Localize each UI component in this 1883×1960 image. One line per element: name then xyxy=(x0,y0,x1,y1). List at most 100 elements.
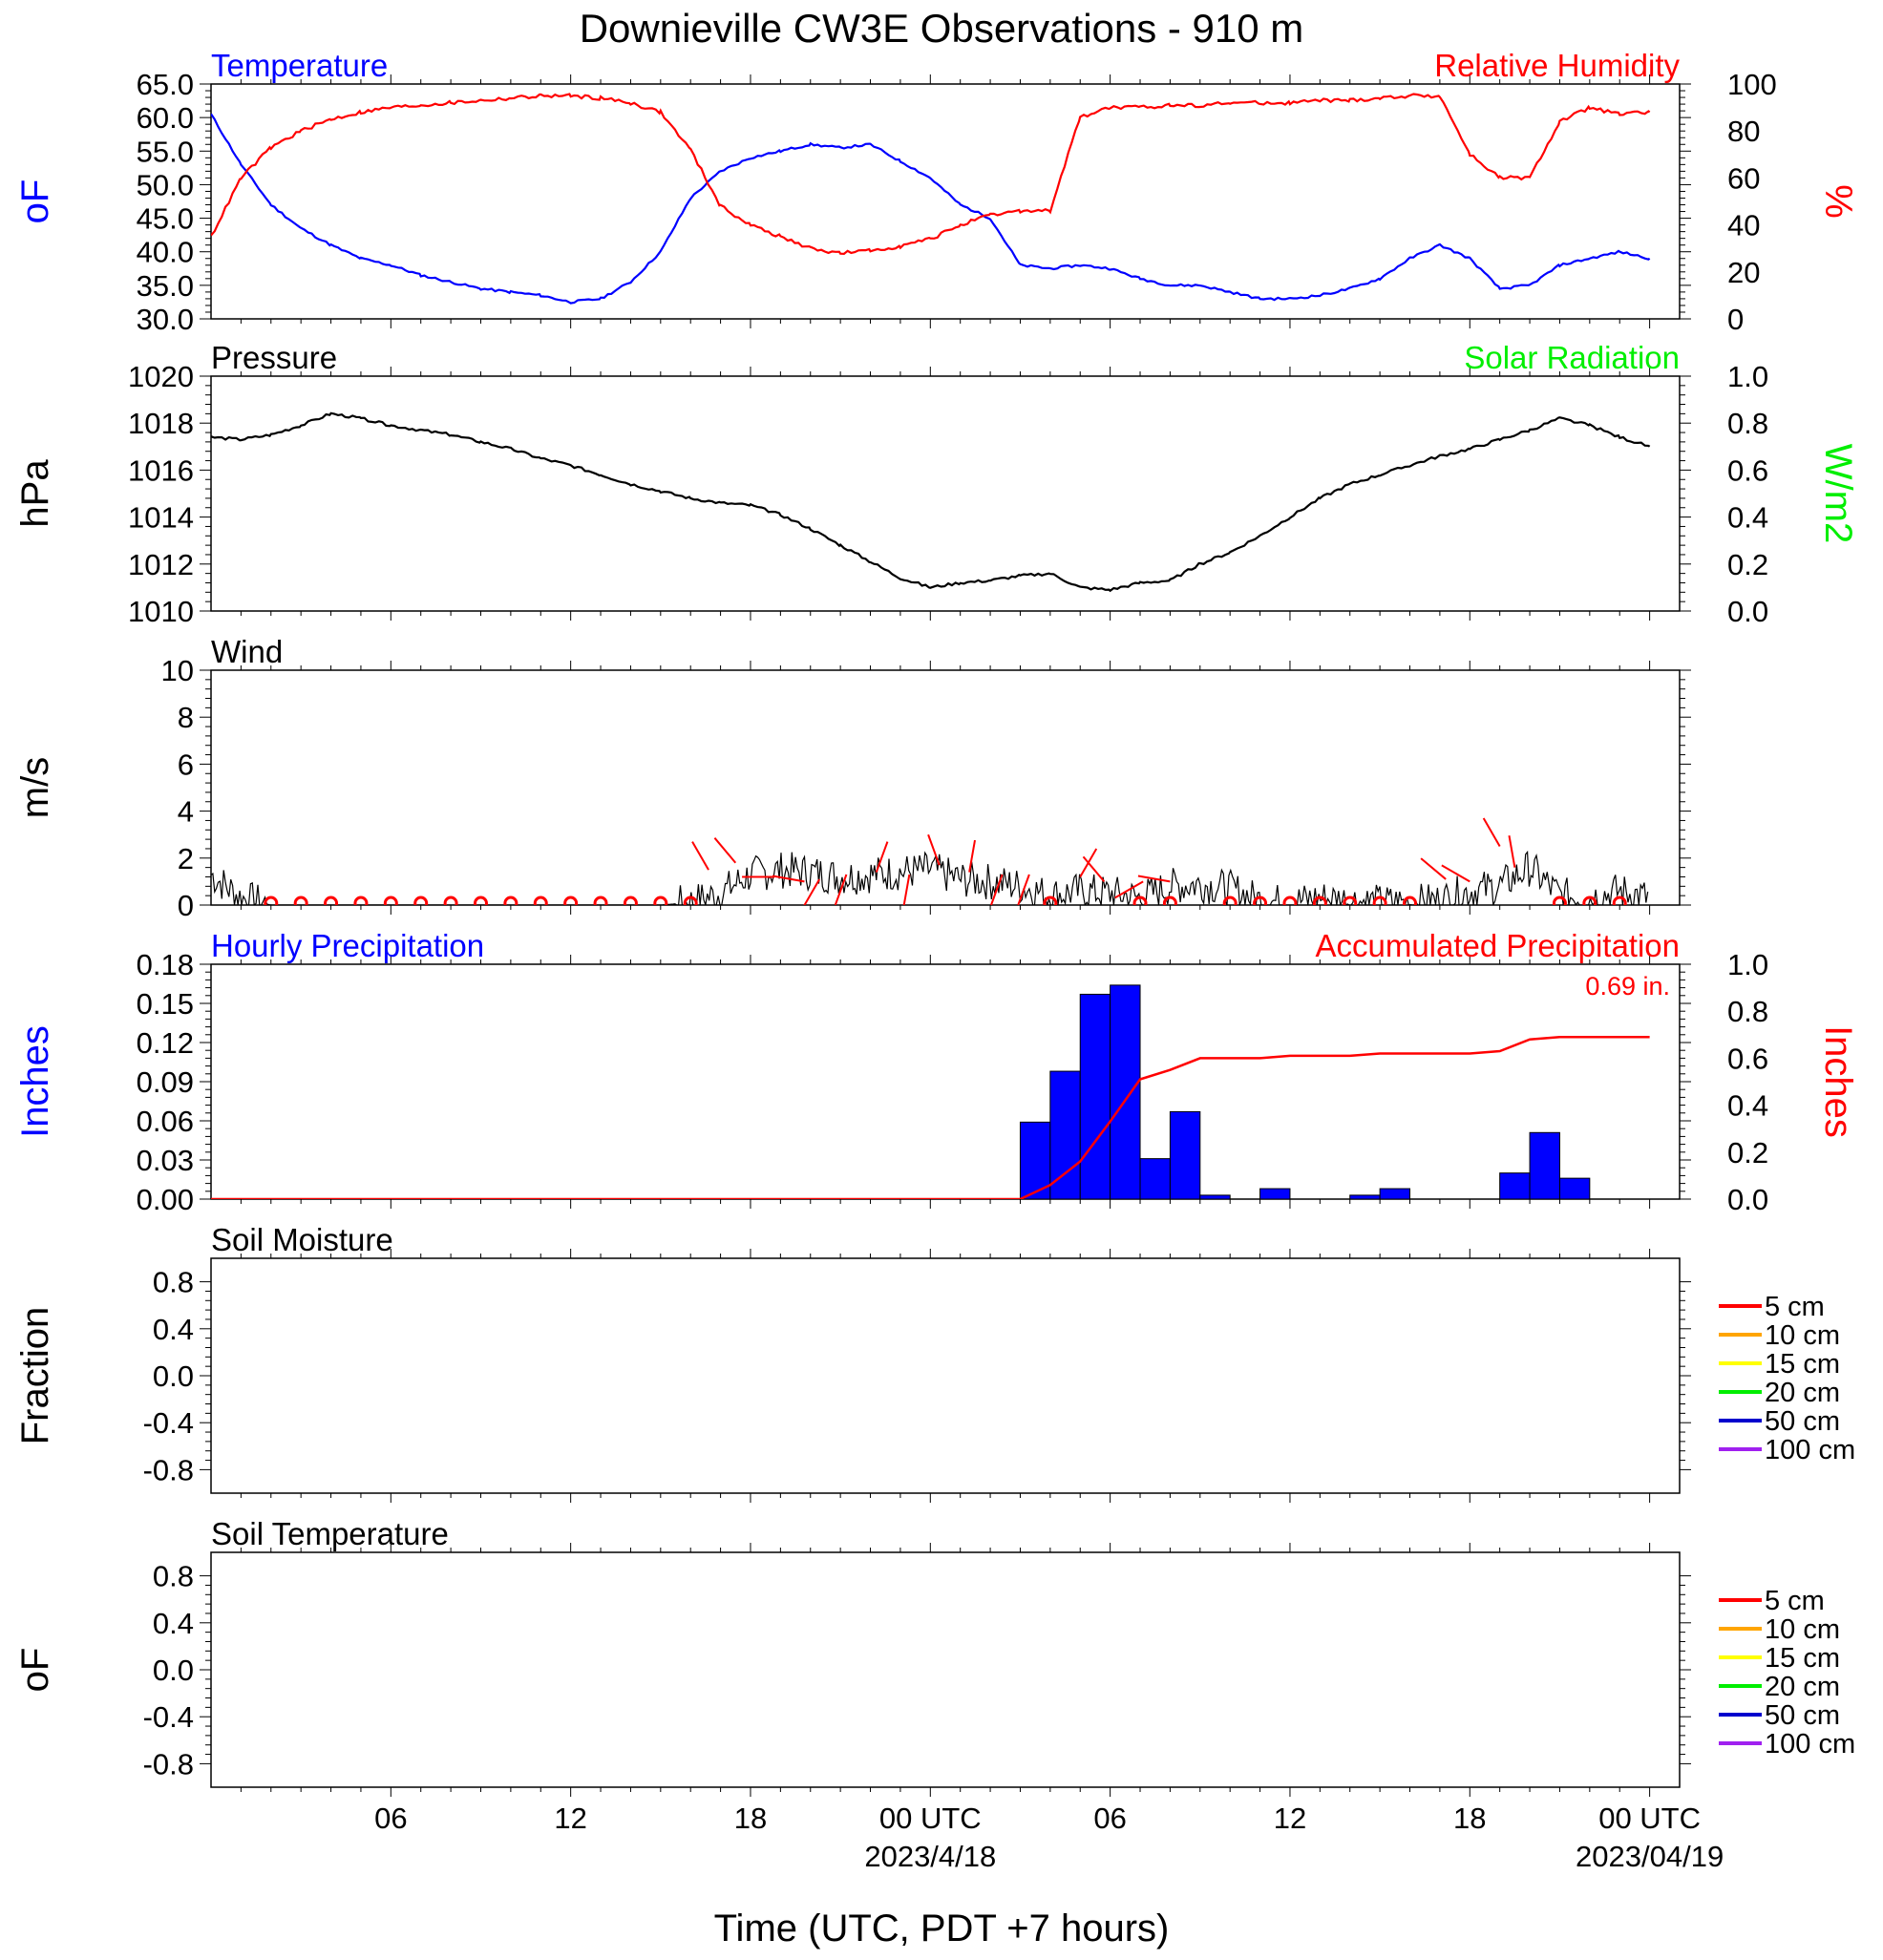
calm-wind-marker xyxy=(1132,896,1148,905)
x-tick-label: 18 xyxy=(734,1802,767,1835)
y-tick-label: 30.0 xyxy=(137,303,194,336)
wind-barb xyxy=(1441,864,1470,883)
calm-wind-marker xyxy=(324,896,339,905)
series-line-wind xyxy=(211,850,1649,905)
precip-bar xyxy=(1259,1188,1291,1199)
right-y-tick-label: 0.2 xyxy=(1727,1136,1768,1170)
legend-label: 15 cm xyxy=(1765,1349,1840,1380)
y-tick-label: -0.4 xyxy=(143,1700,194,1734)
data-layer xyxy=(211,411,1651,593)
calm-wind-marker xyxy=(503,896,518,905)
panel-title-right: Accumulated Precipitation xyxy=(1315,928,1680,963)
calm-wind-marker xyxy=(1253,896,1268,905)
wind-barb xyxy=(927,833,941,866)
y-tick-label: 0.06 xyxy=(137,1105,194,1138)
legend-label: 50 cm xyxy=(1765,1406,1840,1437)
panel-title-right: Solar Radiation xyxy=(1464,340,1680,375)
accumulated-precip-line xyxy=(211,1036,1650,1199)
y-tick-label: -0.8 xyxy=(143,1453,194,1486)
y-tick-label: 0.18 xyxy=(137,948,194,981)
y-tick-label: 0 xyxy=(178,889,194,922)
y-tick-label: 0.4 xyxy=(153,1313,194,1346)
x-tick-label: 12 xyxy=(554,1802,586,1835)
y-axis-label-left: Inches xyxy=(14,1025,56,1138)
calm-wind-marker xyxy=(593,896,608,905)
y-tick-label: -0.8 xyxy=(143,1747,194,1781)
x-tick-label: 00 UTC xyxy=(1598,1802,1701,1835)
right-y-tick-label: 0.8 xyxy=(1727,407,1768,440)
wind-barb xyxy=(713,837,737,864)
calm-wind-marker xyxy=(1612,896,1627,905)
legend-label: 15 cm xyxy=(1765,1643,1840,1674)
calm-wind-marker xyxy=(413,896,429,905)
right-y-tick-label: 1.0 xyxy=(1727,948,1768,981)
legend-label: 100 cm xyxy=(1765,1729,1855,1760)
legend-label: 100 cm xyxy=(1765,1435,1855,1465)
y-axis-label-text: hPa xyxy=(14,459,56,528)
calm-wind-marker xyxy=(653,896,668,905)
precip-bar xyxy=(1349,1194,1381,1199)
panel-title-left: Soil Temperature xyxy=(211,1516,449,1551)
y-axis-label-right: % xyxy=(1817,184,1859,219)
data-layer xyxy=(211,817,1649,905)
y-tick-label: 8 xyxy=(178,701,194,734)
wind-barb xyxy=(1017,874,1030,905)
calm-wind-marker xyxy=(533,896,548,905)
y-tick-label: 0.03 xyxy=(137,1144,194,1177)
right-y-tick-label: 1.0 xyxy=(1727,360,1768,393)
y-tick-label: 1014 xyxy=(128,501,194,535)
calm-wind-marker xyxy=(1372,896,1387,905)
calm-wind-marker xyxy=(1582,896,1597,905)
precip-bar xyxy=(1199,1194,1231,1199)
precip-bar xyxy=(1110,984,1141,1199)
data-layer xyxy=(211,93,1651,305)
calm-wind-marker xyxy=(353,896,369,905)
right-y-tick-label: 20 xyxy=(1727,256,1760,289)
y-axis-label-text: Inches xyxy=(14,1025,56,1138)
legend-label: 50 cm xyxy=(1765,1700,1840,1731)
y-tick-label: 0.8 xyxy=(153,1560,194,1593)
precip-bar xyxy=(1499,1172,1531,1199)
x-tick-label: 18 xyxy=(1453,1802,1486,1835)
y-axis-label-text: m/s xyxy=(14,757,56,818)
y-tick-label: 4 xyxy=(178,795,194,829)
y-axis-label-text: % xyxy=(1817,184,1859,219)
wind-barb xyxy=(875,841,889,873)
legend-label: 20 cm xyxy=(1765,1672,1840,1702)
y-tick-label: 6 xyxy=(178,748,194,781)
calm-wind-marker xyxy=(1222,896,1238,905)
y-axis-label-left: oF xyxy=(14,179,56,224)
y-tick-label: 40.0 xyxy=(137,236,194,269)
y-axis-label-text: Inches xyxy=(1817,1025,1859,1138)
y-axis-label-right: W/m2 xyxy=(1817,444,1859,543)
wind-barb xyxy=(834,874,848,905)
wind-barb xyxy=(1420,857,1447,880)
y-tick-label: 1010 xyxy=(128,595,194,628)
series-line-temperature xyxy=(211,113,1651,305)
panel-1: 30.035.040.045.050.055.060.065.0 0 20 40 60 8… xyxy=(14,48,1859,336)
calm-wind-marker xyxy=(443,896,458,905)
right-y-tick-label: 0.8 xyxy=(1727,995,1768,1028)
y-tick-label: 1012 xyxy=(128,548,194,581)
x-tick-label: 06 xyxy=(374,1802,407,1835)
calm-wind-marker xyxy=(623,896,638,905)
y-axis-label-left: hPa xyxy=(14,459,56,528)
right-y-tick-label: 80 xyxy=(1727,115,1760,148)
calm-wind-marker xyxy=(1343,896,1358,905)
x-tick-date-label: 2023/4/18 xyxy=(864,1840,996,1873)
figure-title: Downieville CW3E Observations - 910 m xyxy=(580,6,1304,51)
calm-wind-marker xyxy=(1043,896,1058,905)
calm-wind-marker xyxy=(264,896,279,905)
legend-label: 10 cm xyxy=(1765,1614,1840,1645)
y-tick-label: 0.12 xyxy=(137,1026,194,1060)
plot-frame xyxy=(210,669,1681,906)
y-tick-label: 0.00 xyxy=(137,1183,194,1216)
x-tick-label: 00 UTC xyxy=(879,1802,982,1835)
panel-title-right: Relative Humidity xyxy=(1434,48,1680,83)
right-y-tick-label: 0.2 xyxy=(1727,548,1768,581)
y-axis-label-right: Inches xyxy=(1817,1025,1859,1138)
right-y-tick-label: 60 xyxy=(1727,161,1760,195)
wind-barb xyxy=(990,874,1004,905)
plot-frame xyxy=(210,1551,1681,1788)
